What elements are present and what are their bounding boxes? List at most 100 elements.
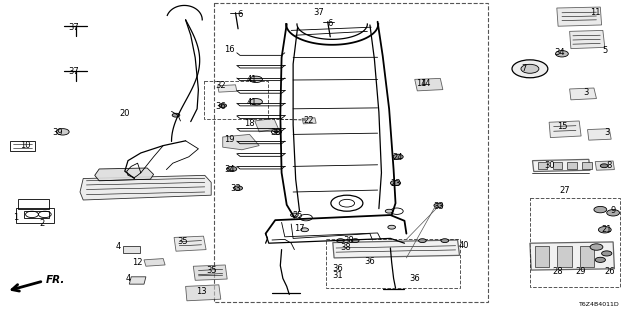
Text: 34: 34: [224, 165, 234, 174]
Text: 29: 29: [576, 267, 586, 276]
Circle shape: [390, 180, 401, 186]
Polygon shape: [570, 30, 605, 49]
Text: 11: 11: [590, 8, 600, 17]
Polygon shape: [123, 246, 140, 253]
Bar: [582, 162, 592, 169]
Polygon shape: [595, 161, 614, 170]
Text: 31: 31: [332, 271, 342, 280]
Text: 13: 13: [196, 287, 207, 296]
Text: 8: 8: [607, 161, 612, 170]
Text: 28: 28: [553, 267, 563, 276]
Text: 23: 23: [390, 180, 401, 188]
Text: 17: 17: [294, 224, 305, 233]
Polygon shape: [415, 78, 443, 91]
Polygon shape: [255, 118, 278, 132]
Text: T6Z4B4011D: T6Z4B4011D: [579, 302, 620, 307]
Text: 33: 33: [433, 202, 444, 211]
Text: FR.: FR.: [46, 275, 65, 285]
Bar: [580, 246, 594, 267]
Circle shape: [250, 99, 262, 105]
Text: 21: 21: [602, 225, 612, 234]
Bar: [557, 246, 572, 267]
Polygon shape: [129, 277, 146, 284]
Circle shape: [234, 186, 243, 190]
Text: 1: 1: [13, 213, 19, 222]
Circle shape: [602, 251, 612, 256]
Polygon shape: [549, 121, 581, 138]
Text: 19: 19: [224, 135, 234, 144]
Text: 30: 30: [544, 161, 554, 170]
Polygon shape: [174, 236, 206, 251]
Text: 18: 18: [244, 119, 255, 128]
Polygon shape: [186, 285, 221, 301]
Text: 3: 3: [604, 128, 609, 137]
Text: 35: 35: [206, 266, 216, 275]
Bar: [538, 162, 547, 169]
Polygon shape: [570, 88, 596, 100]
Bar: [18, 199, 49, 209]
Circle shape: [393, 154, 403, 159]
Text: 33: 33: [230, 184, 241, 193]
Text: 25: 25: [292, 211, 303, 220]
Text: 38: 38: [340, 244, 351, 252]
Bar: [530, 198, 620, 287]
Text: 36: 36: [332, 264, 342, 273]
Circle shape: [590, 244, 603, 250]
Bar: [10, 141, 35, 151]
Circle shape: [556, 51, 568, 57]
Polygon shape: [302, 118, 316, 124]
Polygon shape: [333, 240, 460, 258]
Text: 14: 14: [416, 79, 426, 88]
Text: 36: 36: [365, 257, 375, 266]
Bar: [16, 208, 54, 223]
Text: 16: 16: [224, 45, 234, 54]
Circle shape: [595, 257, 605, 262]
Polygon shape: [218, 85, 237, 92]
Text: 10: 10: [20, 141, 31, 150]
Polygon shape: [193, 265, 227, 280]
Bar: [326, 239, 460, 288]
Circle shape: [351, 239, 359, 243]
Circle shape: [385, 209, 393, 213]
Bar: [214, 3, 488, 302]
Circle shape: [275, 131, 278, 133]
Text: 22: 22: [303, 116, 314, 125]
Text: 4: 4: [116, 242, 121, 251]
Text: 36: 36: [216, 102, 226, 111]
Text: 12: 12: [132, 258, 143, 267]
Circle shape: [598, 227, 611, 233]
Circle shape: [56, 129, 69, 135]
Bar: [24, 211, 49, 218]
Text: 32: 32: [216, 81, 226, 90]
Polygon shape: [95, 168, 154, 181]
Bar: [552, 162, 562, 169]
Bar: [535, 246, 549, 267]
Polygon shape: [557, 7, 602, 26]
Text: 4: 4: [125, 274, 131, 283]
Polygon shape: [532, 159, 590, 172]
Text: 39: 39: [52, 128, 63, 137]
Text: 38: 38: [344, 236, 354, 245]
Text: 2: 2: [39, 220, 44, 228]
Circle shape: [441, 239, 449, 243]
Text: 9: 9: [611, 206, 616, 215]
Bar: [204, 81, 268, 119]
Circle shape: [227, 166, 237, 172]
Text: 3: 3: [583, 88, 588, 97]
Polygon shape: [588, 129, 611, 140]
Circle shape: [301, 228, 308, 232]
Circle shape: [250, 76, 262, 83]
Text: 27: 27: [559, 186, 570, 195]
Text: 26: 26: [604, 267, 614, 276]
Text: 41: 41: [246, 76, 257, 84]
Text: 34: 34: [555, 48, 565, 57]
Text: 6: 6: [237, 10, 243, 19]
Text: 7: 7: [521, 64, 526, 73]
Text: 41: 41: [246, 98, 257, 107]
Polygon shape: [530, 242, 614, 270]
Text: 36: 36: [410, 274, 420, 283]
Circle shape: [388, 225, 396, 229]
Text: 15: 15: [557, 122, 567, 131]
Circle shape: [512, 60, 548, 78]
Polygon shape: [223, 134, 259, 150]
